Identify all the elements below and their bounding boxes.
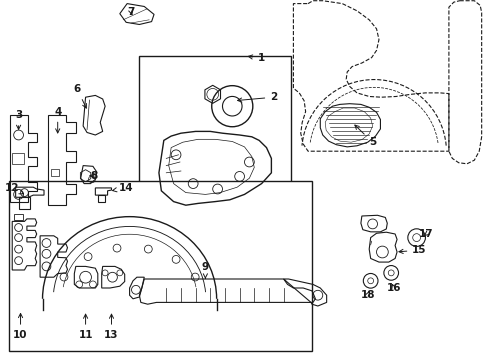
Text: 9: 9 [202,262,208,278]
Text: 14: 14 [112,183,133,193]
Text: 8: 8 [90,171,97,181]
Text: 18: 18 [360,290,374,300]
Text: 5: 5 [354,125,375,147]
Text: 12: 12 [5,183,23,194]
Text: 6: 6 [74,84,86,108]
Text: 15: 15 [398,245,426,255]
Text: 11: 11 [78,314,93,340]
Text: 2: 2 [237,92,277,102]
Text: 13: 13 [104,314,119,340]
Text: 10: 10 [13,314,28,340]
Text: 1: 1 [248,53,264,63]
Text: 7: 7 [127,6,135,17]
Text: 4: 4 [54,107,61,133]
Text: 16: 16 [386,283,400,293]
Text: 17: 17 [418,229,433,239]
Text: 3: 3 [15,110,22,129]
Polygon shape [139,56,290,266]
Polygon shape [9,181,311,351]
